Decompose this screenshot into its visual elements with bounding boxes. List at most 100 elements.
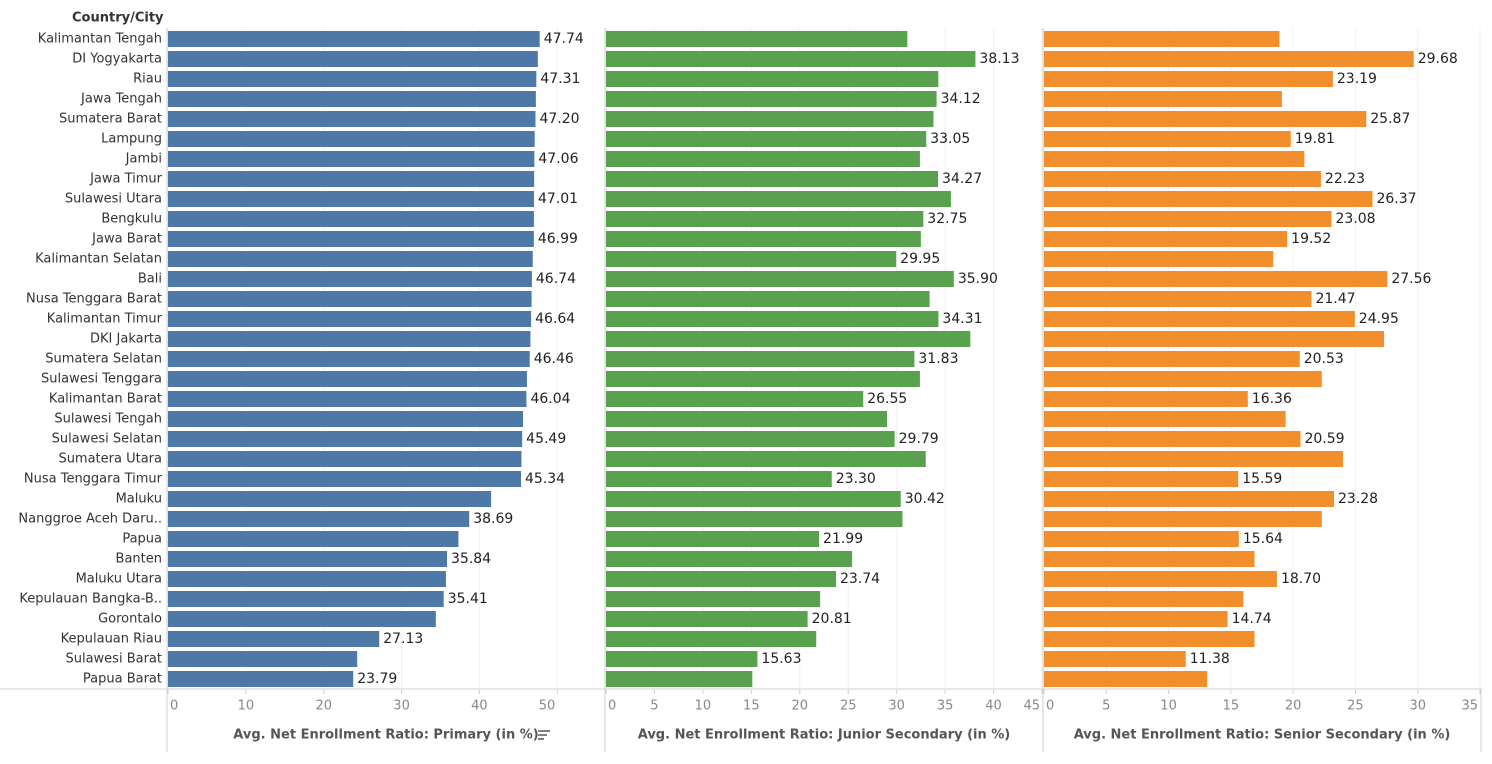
bar (168, 511, 470, 527)
bar (168, 471, 522, 487)
value-label: 33.05 (930, 131, 970, 147)
bar (1044, 291, 1312, 307)
bar (606, 51, 976, 67)
x-tick-label: 0 (1046, 699, 1054, 714)
bar (1044, 211, 1332, 227)
bar (606, 391, 864, 407)
bar (1044, 231, 1288, 247)
bar (606, 631, 817, 647)
value-label: 15.64 (1243, 531, 1283, 547)
x-tick-label: 30 (1409, 699, 1426, 714)
bar (606, 411, 887, 427)
bar (1044, 651, 1186, 667)
bar (1044, 431, 1301, 447)
bar (168, 291, 532, 307)
value-label: 47.20 (539, 111, 579, 127)
value-label: 19.81 (1295, 131, 1335, 147)
value-label: 46.99 (538, 231, 578, 247)
bar (168, 451, 522, 467)
bar (606, 331, 971, 347)
value-label: 29.68 (1418, 51, 1458, 67)
bar (168, 411, 524, 427)
category-label: Kalimantan Selatan (35, 252, 162, 267)
bar (606, 111, 934, 127)
value-label: 32.75 (927, 211, 967, 227)
bar (606, 131, 927, 147)
value-label: 23.30 (836, 471, 876, 487)
value-label: 47.06 (538, 151, 578, 167)
value-label: 34.31 (942, 311, 982, 327)
value-label: 24.95 (1359, 311, 1399, 327)
bar (606, 531, 820, 547)
x-tick-label: 30 (888, 699, 905, 714)
bar (168, 311, 532, 327)
sort-icon[interactable] (538, 730, 550, 740)
bar (1044, 351, 1300, 367)
value-label: 20.59 (1304, 431, 1344, 447)
value-label: 20.81 (812, 611, 852, 627)
x-tick-label: 15 (743, 699, 760, 714)
axis-title: Avg. Net Enrollment Ratio: Senior Second… (1074, 728, 1451, 743)
bar (168, 251, 533, 267)
bar (168, 531, 459, 547)
bar (1044, 611, 1228, 627)
bar (168, 51, 538, 67)
category-label: Maluku Utara (76, 572, 162, 587)
bar (168, 131, 535, 147)
bar (168, 671, 354, 687)
value-label: 45.34 (525, 471, 565, 487)
category-label: Bali (138, 272, 162, 287)
bar (606, 491, 901, 507)
bar (1044, 451, 1343, 467)
bar (168, 651, 358, 667)
value-label: 47.01 (538, 191, 578, 207)
value-label: 34.12 (941, 91, 981, 107)
category-label: Sulawesi Selatan (52, 432, 162, 447)
value-label: 20.53 (1304, 351, 1344, 367)
bar (606, 211, 924, 227)
x-tick-label: 10 (1160, 699, 1177, 714)
value-label: 46.74 (536, 271, 576, 287)
bar (1044, 591, 1244, 607)
category-label: Gorontalo (98, 612, 162, 627)
value-label: 46.46 (534, 351, 574, 367)
bar (1044, 31, 1280, 47)
value-label: 27.56 (1391, 271, 1431, 287)
value-label: 23.28 (1338, 491, 1378, 507)
bar (168, 191, 535, 207)
value-label: 47.31 (540, 71, 580, 87)
bar (1044, 71, 1333, 87)
bar (1044, 371, 1322, 387)
bar (168, 611, 436, 627)
bar (606, 91, 937, 107)
bar (1044, 631, 1255, 647)
bar (168, 571, 446, 587)
bar (606, 151, 920, 167)
value-label: 22.23 (1325, 171, 1365, 187)
bar (606, 651, 758, 667)
bar (606, 231, 921, 247)
value-label: 26.37 (1376, 191, 1416, 207)
value-label: 23.08 (1336, 211, 1376, 227)
bar (1044, 471, 1239, 487)
value-label: 31.83 (918, 351, 958, 367)
bar (1044, 171, 1321, 187)
bar (606, 451, 926, 467)
value-label: 35.90 (958, 271, 998, 287)
value-label: 21.99 (823, 531, 863, 547)
bar (606, 471, 832, 487)
x-tick-label: 40 (471, 699, 488, 714)
bar (606, 351, 915, 367)
value-label: 38.13 (979, 51, 1019, 67)
category-label: Jambi (125, 152, 162, 167)
x-tick-label: 20 (792, 699, 809, 714)
bar (168, 31, 540, 47)
bar (1044, 571, 1277, 587)
bar (168, 591, 444, 607)
bar (168, 171, 535, 187)
category-label: Sumatera Utara (58, 452, 162, 467)
category-label: Banten (116, 552, 162, 567)
category-label: Jawa Barat (91, 232, 162, 247)
bar (1044, 391, 1248, 407)
